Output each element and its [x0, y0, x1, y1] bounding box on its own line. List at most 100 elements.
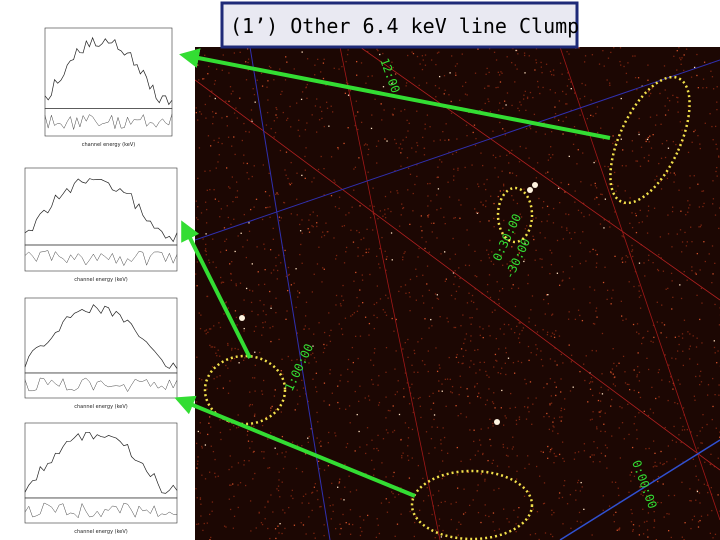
noise-dot: [529, 91, 532, 94]
noise-dot: [222, 54, 224, 56]
noise-dot: [466, 135, 468, 137]
noise-dot: [485, 188, 487, 191]
noise-dot: [308, 435, 310, 438]
noise-dot: [409, 510, 411, 513]
noise-dot: [553, 336, 556, 339]
noise-dot: [459, 217, 461, 219]
noise-dot: [356, 74, 358, 76]
noise-dot: [515, 175, 518, 177]
noise-dot: [242, 246, 244, 248]
noise-dot: [549, 404, 551, 406]
noise-dot: [385, 347, 388, 349]
noise-dot: [285, 451, 287, 453]
noise-dot: [502, 128, 504, 130]
noise-dot: [354, 335, 357, 338]
noise-dot: [709, 532, 712, 534]
noise-dot: [416, 164, 418, 166]
noise-dot: [639, 396, 642, 399]
spectrum-curve: [24, 304, 178, 369]
noise-dot: [275, 297, 277, 299]
noise-dot: [630, 521, 633, 523]
noise-dot: [685, 48, 688, 50]
noise-dot: [462, 314, 464, 316]
noise-dot: [448, 139, 450, 141]
noise-dot: [400, 286, 402, 288]
noise-dot: [593, 289, 596, 291]
noise-dot: [469, 429, 471, 431]
noise-dot: [502, 107, 504, 109]
noise-dot: [219, 216, 221, 218]
noise-dot: [220, 276, 222, 279]
noise-dot: [493, 489, 495, 491]
noise-dot: [642, 337, 644, 339]
noise-dot: [603, 219, 606, 221]
noise-dot: [544, 313, 546, 315]
noise-dot: [515, 423, 518, 425]
noise-dot: [560, 409, 562, 412]
noise-dot: [255, 527, 257, 529]
noise-dot: [207, 135, 210, 137]
noise-dot: [441, 390, 443, 392]
noise-dot: [333, 179, 335, 181]
noise-dot: [673, 172, 675, 174]
noise-dot: [385, 314, 388, 316]
noise-dot: [364, 316, 367, 318]
noise-dot: [695, 499, 697, 501]
noise-dot: [253, 93, 256, 96]
noise-dot: [280, 93, 282, 96]
noise-dot: [302, 387, 305, 389]
noise-dot: [202, 529, 204, 532]
noise-dot: [394, 535, 396, 537]
noise-dot: [529, 126, 531, 128]
noise-dot: [320, 505, 322, 508]
noise-dot: [712, 88, 715, 90]
noise-dot: [357, 111, 359, 113]
noise-dot: [430, 222, 433, 224]
noise-dot: [514, 331, 516, 334]
noise-dot: [376, 518, 378, 520]
noise-dot: [493, 392, 495, 394]
noise-dot: [334, 432, 336, 434]
noise-dot: [495, 359, 497, 362]
noise-dot: [647, 160, 650, 162]
noise-dot: [499, 328, 502, 330]
noise-dot: [710, 70, 712, 72]
noise-dot: [503, 323, 506, 326]
noise-dot: [372, 383, 374, 385]
noise-dot: [243, 464, 245, 466]
noise-dot: [535, 249, 537, 251]
noise-dot: [550, 335, 552, 337]
noise-dot: [413, 349, 415, 352]
noise-dot: [355, 489, 358, 491]
noise-dot: [301, 219, 303, 221]
noise-dot: [420, 225, 422, 228]
noise-dot: [526, 225, 528, 227]
noise-dot: [593, 323, 596, 325]
noise-dot: [549, 70, 552, 73]
noise-dot: [480, 152, 482, 154]
noise-dot: [486, 283, 489, 286]
noise-dot: [541, 258, 543, 260]
noise-dot: [498, 303, 500, 305]
noise-dot: [264, 506, 266, 508]
noise-dot: [400, 110, 402, 112]
noise-dot: [402, 207, 405, 209]
noise-dot: [354, 450, 356, 452]
x-axis-label: channel energy (keV): [74, 529, 128, 535]
noise-dot: [387, 297, 389, 299]
noise-dot: [232, 527, 235, 529]
noise-dot: [323, 524, 325, 526]
noise-dot: [233, 495, 235, 498]
noise-dot: [515, 225, 517, 228]
noise-dot: [712, 537, 714, 539]
noise-dot: [512, 47, 514, 50]
noise-dot: [602, 509, 604, 512]
noise-dot: [351, 523, 354, 526]
noise-dot: [681, 141, 683, 143]
noise-dot: [305, 301, 308, 303]
noise-dot: [284, 249, 286, 252]
spectrum-panel: [25, 20, 180, 150]
noise-dot: [393, 330, 395, 332]
noise-dot: [486, 399, 488, 401]
noise-dot: [489, 335, 491, 337]
